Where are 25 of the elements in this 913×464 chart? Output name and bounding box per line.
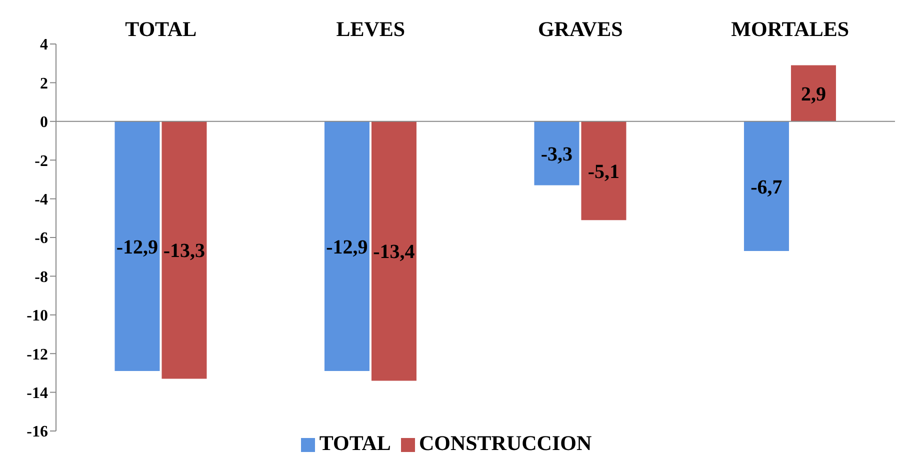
legend-label: TOTAL — [319, 431, 391, 455]
y-tick-label: -6 — [34, 230, 48, 248]
y-tick-label: -16 — [26, 424, 48, 441]
data-label: -6,7 — [750, 176, 782, 198]
data-label: -12,9 — [116, 236, 158, 258]
x-tick-label: LEVES — [336, 17, 406, 41]
y-tick-label: 2 — [40, 75, 48, 92]
y-tick-label: -12 — [26, 346, 48, 364]
y-tick-label: 4 — [40, 36, 48, 54]
data-label: -12,9 — [326, 236, 368, 258]
y-tick-label: 0 — [40, 114, 48, 132]
x-tick-label: TOTAL — [125, 17, 197, 41]
y-tick-label: -14 — [26, 384, 48, 402]
data-label: 2,9 — [800, 83, 826, 106]
data-label: -13,4 — [373, 241, 415, 264]
y-tick-label: -2 — [34, 152, 48, 170]
legend-label: CONSTRUCCION — [418, 431, 592, 455]
y-tick-label: -4 — [34, 191, 48, 208]
data-label: -5,1 — [588, 160, 620, 183]
x-tick-label: MORTALES — [731, 17, 850, 41]
y-tick-label: -10 — [26, 308, 48, 325]
x-tick-label: GRAVES — [538, 17, 623, 41]
data-label: -13,3 — [163, 240, 206, 262]
y-tick-label: -8 — [34, 268, 48, 286]
data-label: -3,3 — [540, 143, 573, 166]
